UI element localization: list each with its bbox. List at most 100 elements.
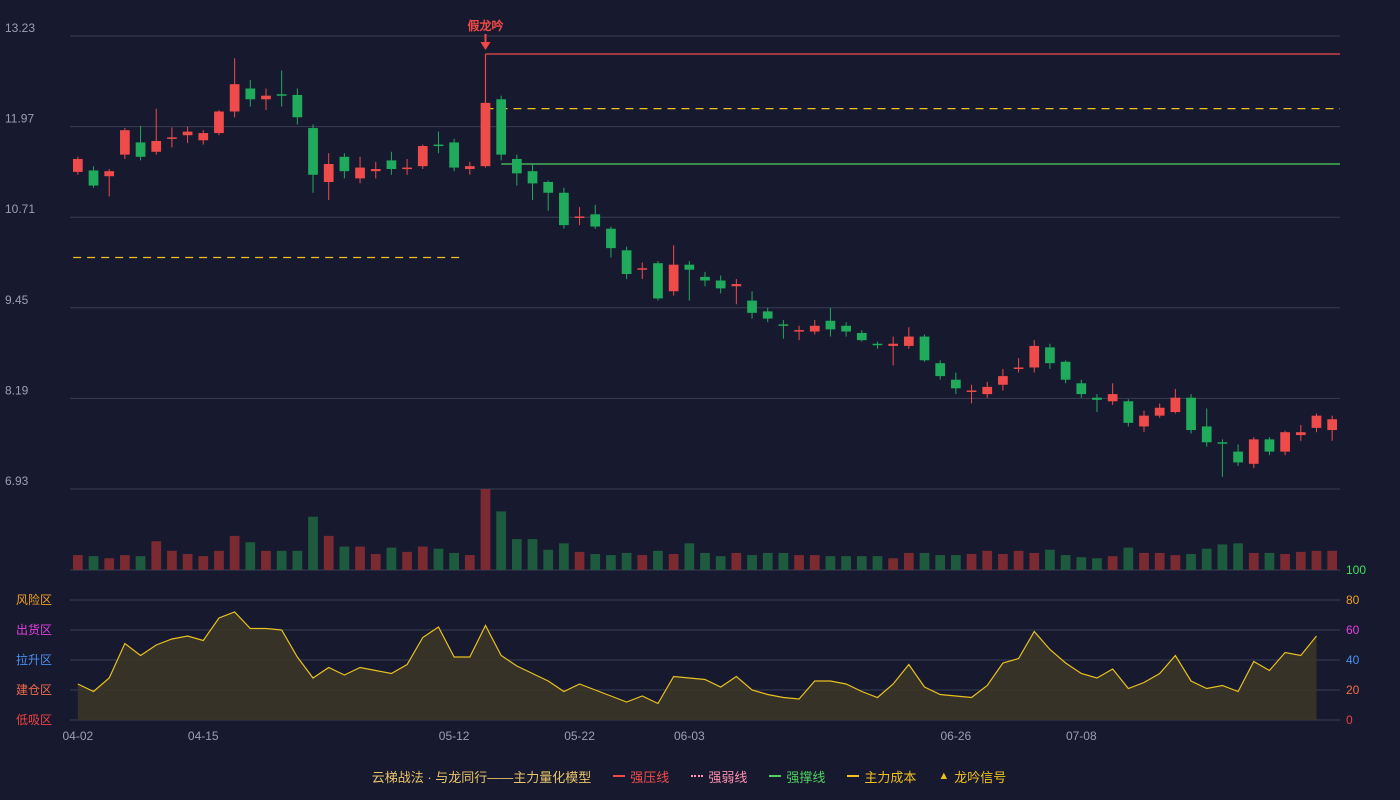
- legend-item[interactable]: 强压线: [613, 767, 669, 786]
- x-tick-label: 06-03: [674, 729, 705, 743]
- zone-label: 拉升区: [16, 652, 52, 667]
- volume-bar: [308, 516, 318, 570]
- zone-label: 建仓区: [16, 683, 52, 697]
- volume-bar: [167, 550, 177, 570]
- volume-bar: [872, 556, 883, 570]
- volume-bar: [198, 556, 209, 570]
- legend-swatch: [613, 775, 626, 777]
- candle-body: [1248, 439, 1259, 464]
- legend-label: 强压线: [630, 769, 670, 785]
- candle-body: [261, 95, 271, 100]
- candle-body: [982, 386, 993, 395]
- legend-item[interactable]: 主力成本: [847, 767, 916, 786]
- candle-body: [1280, 432, 1290, 452]
- volume-bar: [731, 552, 742, 570]
- candle-body: [951, 379, 961, 389]
- candle-body: [841, 325, 851, 332]
- volume-bar: [1264, 552, 1275, 570]
- chart-title: 云梯战法 · 与龙同行——主力量化模型: [371, 769, 592, 785]
- candle-body: [214, 111, 224, 134]
- candle-body: [1233, 451, 1243, 463]
- volume-bar: [292, 550, 303, 570]
- candle-body: [778, 324, 789, 326]
- candle-body: [574, 216, 585, 218]
- candle-body: [1029, 345, 1040, 368]
- volume-bar: [1186, 554, 1196, 570]
- zone-label: 风险区: [16, 592, 52, 607]
- volume-bar: [104, 558, 115, 570]
- candle-body: [1123, 401, 1134, 423]
- volume-bar: [762, 552, 773, 570]
- candle-body: [856, 332, 867, 341]
- volume-bar: [355, 546, 365, 570]
- volume-bar: [339, 546, 350, 570]
- x-tick-label: 04-15: [188, 729, 219, 743]
- candle-body: [151, 140, 162, 152]
- candle-body: [1295, 432, 1306, 436]
- candle-body: [292, 94, 303, 118]
- volume-bar: [574, 551, 585, 570]
- volume-bar: [715, 556, 726, 570]
- volume-bar: [684, 543, 695, 570]
- legend-item[interactable]: ▲ 龙吟信号: [938, 767, 1006, 786]
- candle-body: [715, 280, 726, 289]
- volume-bar: [653, 550, 663, 570]
- volume-bar: [261, 550, 271, 570]
- zone-label: 低吸区: [16, 713, 52, 727]
- volume-bar: [1248, 552, 1259, 570]
- volume-bar: [935, 555, 946, 570]
- volume-bar: [1154, 552, 1165, 570]
- candle-body: [966, 390, 977, 392]
- volume-bar: [1311, 550, 1322, 570]
- volume-bar: [998, 554, 1008, 570]
- candle-body: [527, 171, 538, 184]
- volume-bar: [747, 555, 757, 570]
- signal-label: 假龙吟: [467, 18, 503, 33]
- indicator-tick-label: 40: [1346, 653, 1360, 667]
- candle-body: [1013, 367, 1024, 369]
- indicator-line: [77, 611, 1317, 705]
- candle-body: [229, 84, 240, 112]
- candle-body: [1264, 439, 1275, 452]
- candle-body: [606, 228, 616, 249]
- volume-bar: [700, 552, 710, 570]
- volume-bar: [966, 554, 977, 570]
- volume-bar: [637, 555, 648, 570]
- volume-bar: [417, 546, 428, 570]
- candle-body: [245, 88, 256, 100]
- candle-body: [308, 128, 318, 175]
- indicator-tick-label: 60: [1346, 623, 1360, 637]
- volume-bar: [903, 552, 914, 570]
- volume-bar: [182, 554, 193, 570]
- price-tick-label: 8.19: [5, 383, 29, 397]
- volume-bar: [590, 554, 601, 570]
- volume-bar: [1170, 555, 1181, 570]
- candle-body: [543, 181, 554, 193]
- candle-body: [464, 166, 475, 170]
- candle-body: [1060, 361, 1071, 380]
- legend-swatch: [847, 775, 860, 777]
- legend-swatch: [691, 775, 704, 777]
- candle-body: [747, 300, 757, 313]
- volume-bar: [825, 556, 836, 570]
- volume-bar: [135, 556, 146, 570]
- legend-item[interactable]: 强弱线: [691, 767, 747, 786]
- volume-bar: [668, 554, 679, 570]
- volume-bar: [919, 552, 930, 570]
- candle-body: [872, 343, 883, 346]
- candle-body: [935, 363, 946, 377]
- volume-bar: [1233, 543, 1243, 570]
- volume-bar: [449, 552, 459, 570]
- volume-bar: [1327, 550, 1338, 570]
- candle-body: [339, 156, 350, 172]
- legend-item[interactable]: 强撑线: [769, 767, 825, 786]
- candle-body: [653, 263, 663, 299]
- candle-body: [1154, 407, 1165, 416]
- volume-bar: [1029, 552, 1040, 570]
- candle-body: [684, 264, 695, 270]
- volume-bar: [1139, 552, 1149, 570]
- volume-bar: [402, 551, 412, 570]
- candle-body: [668, 264, 679, 292]
- volume-bar: [1295, 551, 1306, 570]
- volume-bar: [214, 550, 224, 570]
